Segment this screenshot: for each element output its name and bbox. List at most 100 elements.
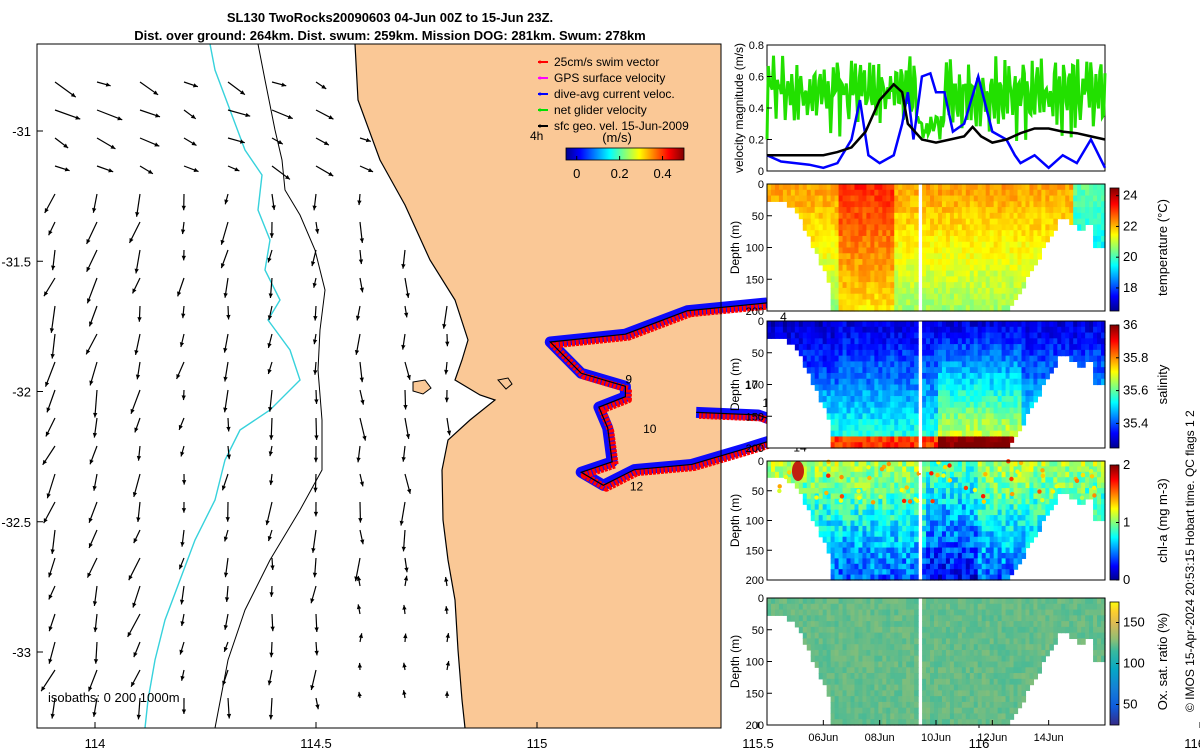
section-cell: [1033, 338, 1038, 345]
section-cell: [1009, 270, 1015, 277]
vector-arrowhead: [444, 691, 450, 696]
section-cell: [965, 212, 971, 220]
section-cell: [989, 184, 995, 191]
section-cell: [949, 184, 955, 191]
section-cell: [969, 547, 975, 554]
section-cell: [957, 442, 963, 449]
vector-arrowhead: [368, 168, 374, 172]
section-cell: [961, 201, 967, 208]
section-cell: [941, 344, 947, 351]
section-cell: [1025, 218, 1031, 226]
section-cell: [842, 344, 848, 351]
section-cell: [906, 299, 911, 306]
section-cell: [1001, 344, 1007, 351]
section-cell: [981, 401, 987, 409]
section-cell: [945, 396, 951, 403]
section-cell: [977, 270, 983, 277]
section-cell: [898, 201, 903, 208]
section-cell: [949, 477, 955, 484]
section-cell: [838, 598, 844, 605]
section-cell: [973, 349, 979, 357]
section-cell: [941, 419, 947, 426]
section-cell: [934, 276, 939, 283]
vector-arrowhead: [134, 349, 139, 355]
chla-sample-dot: [1015, 469, 1020, 474]
section-cell: [866, 184, 871, 191]
section-cell: [1097, 498, 1102, 505]
section-cell: [810, 195, 816, 202]
section-cell: [922, 536, 927, 543]
section-cell: [858, 321, 864, 328]
section-cell: [822, 678, 828, 686]
section-cell: [838, 701, 844, 709]
section-cell: [914, 558, 919, 565]
section-cell: [826, 644, 832, 651]
section-cell: [1021, 338, 1027, 345]
section-cell: [858, 372, 864, 380]
section-cell: [826, 667, 832, 674]
section-cell: [774, 471, 780, 478]
map-island: [497, 377, 513, 390]
section-cell: [894, 224, 899, 231]
section-cell: [1041, 461, 1046, 468]
section-cell: [1041, 504, 1046, 511]
section-cell: [890, 536, 895, 543]
section-cell: [910, 558, 915, 565]
section-cell: [1041, 367, 1046, 374]
section-cell: [850, 547, 856, 554]
section-cell: [985, 378, 991, 386]
section-cell: [1101, 355, 1106, 363]
section-cell: [922, 259, 927, 266]
section-cell: [1093, 230, 1098, 237]
section-cell: [914, 569, 919, 576]
section-cell: [993, 184, 999, 191]
section-cell: [934, 218, 939, 226]
section-cell: [985, 212, 991, 220]
section-cell: [1057, 488, 1062, 495]
section-cell: [874, 547, 879, 554]
section-cell: [810, 355, 816, 363]
section-cell: [1033, 344, 1038, 351]
section-cell: [834, 547, 840, 554]
section-cell: [1005, 270, 1011, 277]
section-cell: [1061, 332, 1066, 339]
section-cell: [846, 684, 852, 691]
section-cell: [914, 419, 919, 426]
section-cell: [822, 509, 828, 516]
section-cell: [1001, 321, 1007, 328]
vector-arrowhead: [42, 459, 48, 465]
vector-arrowhead: [46, 493, 51, 499]
section-cell: [854, 430, 860, 438]
section-cell: [890, 569, 895, 576]
section-cell: [794, 332, 800, 339]
section-cell: [1033, 241, 1038, 249]
section-cell: [1045, 184, 1050, 191]
section-cell: [914, 542, 919, 549]
section-cell: [1021, 235, 1027, 243]
section-cell: [1025, 466, 1031, 473]
section-cell: [926, 466, 931, 473]
section-cell: [981, 241, 987, 249]
section-cell: [802, 466, 808, 473]
section-cell: [961, 259, 967, 266]
section-cell: [941, 509, 947, 516]
section-cell: [1017, 471, 1023, 478]
section-cell: [810, 326, 816, 334]
section-cell: [1029, 520, 1035, 527]
section-cell: [906, 195, 911, 202]
section-cell: [926, 207, 931, 214]
section-cell: [1069, 488, 1074, 495]
section-cell: [838, 305, 844, 312]
section-cell: [941, 563, 947, 570]
section-cell: [926, 547, 931, 554]
section-cell: [798, 212, 804, 220]
section-cell: [969, 241, 975, 249]
section-cell: [1025, 361, 1031, 368]
section-cell: [969, 552, 975, 559]
section-cell: [842, 678, 848, 686]
section-cell: [934, 504, 939, 511]
section-cell: [977, 531, 983, 538]
section-cell: [878, 349, 883, 357]
section-cell: [894, 332, 899, 339]
section-cell: [1093, 515, 1098, 522]
